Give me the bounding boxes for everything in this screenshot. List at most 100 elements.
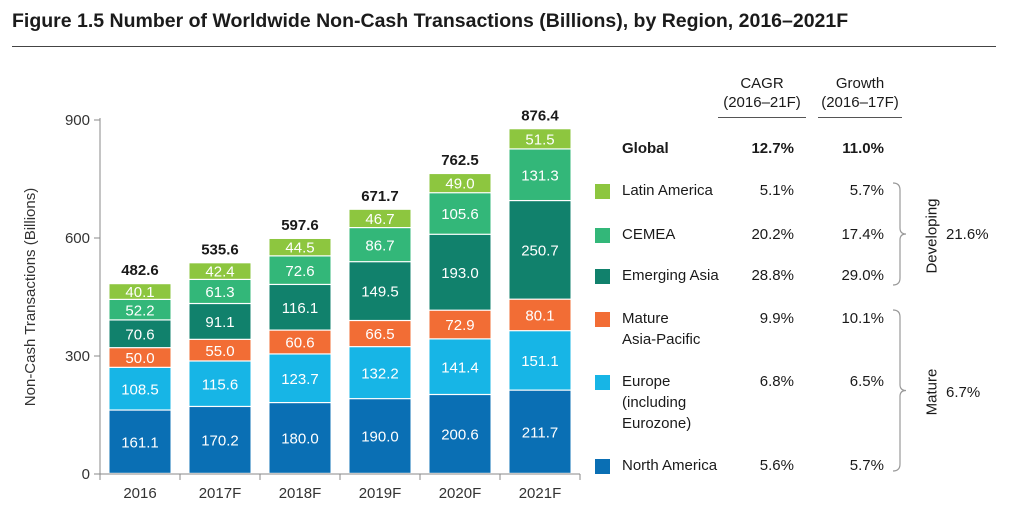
y-tick-label: 0	[82, 466, 90, 483]
bar-segment	[189, 280, 251, 303]
bar-segment	[269, 330, 331, 354]
data-label: 60.6	[285, 335, 314, 352]
cagr-value: 5.6%	[759, 457, 794, 474]
legend-swatch	[595, 459, 610, 474]
legend-label: Mature	[622, 310, 669, 327]
group-name-developing: Developing	[923, 198, 941, 274]
bar-segment	[109, 348, 171, 367]
bar-segment	[509, 331, 571, 390]
title-divider	[12, 46, 996, 47]
bar-segment	[509, 201, 571, 299]
group-bracket	[892, 309, 907, 472]
growth-header: (2016–17F)	[821, 94, 899, 111]
bar-segment	[349, 209, 411, 228]
data-label: 44.5	[285, 240, 314, 257]
x-tick-label: 2021F	[519, 485, 562, 502]
data-label: 149.5	[361, 284, 399, 301]
data-label: 200.6	[441, 427, 479, 444]
legend-label: (including	[622, 394, 687, 411]
total-label: 535.6	[201, 241, 239, 258]
growth-value: 10.1%	[841, 310, 884, 327]
y-tick-label: 600	[65, 230, 90, 247]
global-cagr: 12.7%	[751, 140, 794, 157]
y-axis-label: Non-Cash Transactions (Billions)	[22, 188, 39, 406]
y-tick-label: 900	[65, 112, 90, 129]
data-label: 49.0	[445, 176, 474, 193]
growth-value: 6.5%	[849, 373, 884, 390]
x-tick-label: 2020F	[439, 485, 482, 502]
data-label: 193.0	[441, 265, 479, 282]
data-label: 108.5	[121, 381, 159, 398]
cagr-value: 9.9%	[759, 310, 794, 327]
data-label: 115.6	[202, 376, 238, 393]
legend-label: Asia-Pacific	[622, 331, 701, 348]
data-label: 211.7	[522, 424, 558, 441]
x-tick-label: 2017F	[199, 485, 242, 502]
legend-swatch	[595, 375, 610, 390]
group-value-mature: 6.7%	[946, 384, 981, 401]
bar-segment	[429, 174, 491, 193]
bar-segment	[269, 256, 331, 284]
x-tick-label: 2018F	[279, 485, 322, 502]
bar-segment	[189, 304, 251, 339]
cagr-value: 5.1%	[759, 182, 794, 199]
data-label: 86.7	[365, 237, 394, 254]
legend-swatch	[595, 269, 610, 284]
bar-segment	[429, 193, 491, 234]
legend-label: Eurozone)	[622, 415, 692, 432]
bar-segment	[189, 361, 251, 406]
growth-value: 5.7%	[849, 182, 884, 199]
bar-segment	[349, 321, 411, 347]
x-tick-label: 2016	[123, 485, 156, 502]
bar-segment	[109, 299, 171, 320]
data-label: 40.1	[125, 284, 154, 301]
legend-swatch	[595, 312, 610, 327]
data-label: 66.5	[365, 326, 394, 343]
global-label: Global	[622, 140, 669, 157]
data-label: 123.7	[281, 371, 319, 388]
data-label: 50.0	[125, 350, 154, 367]
legend-label: Latin America	[622, 182, 713, 199]
data-label: 190.0	[361, 429, 399, 446]
y-tick-label: 300	[65, 348, 90, 365]
data-label: 80.1	[525, 308, 554, 325]
data-label: 51.5	[525, 131, 554, 148]
legend-swatch	[595, 228, 610, 243]
group-value-developing: 21.6%	[946, 226, 989, 243]
bar-segment	[349, 399, 411, 473]
legend-label: Emerging Asia	[622, 267, 719, 284]
total-label: 482.6	[121, 262, 159, 279]
data-label: 132.2	[361, 365, 399, 382]
bar-segment	[509, 299, 571, 331]
bar-segment	[509, 390, 571, 473]
bar-segment	[109, 410, 171, 473]
total-label: 762.5	[441, 152, 479, 169]
bar-segment	[109, 284, 171, 299]
bar-segment	[509, 129, 571, 149]
cagr-value: 20.2%	[751, 226, 794, 243]
data-label: 161.1	[121, 434, 159, 451]
data-label: 61.3	[205, 284, 234, 301]
bar-segment	[269, 285, 331, 330]
group-bracket	[892, 182, 907, 286]
total-label: 671.7	[361, 188, 399, 205]
data-label: 151.1	[521, 353, 559, 370]
data-label: 105.6	[441, 206, 479, 223]
data-label: 116.1	[282, 300, 318, 317]
legend-label: Europe	[622, 373, 671, 390]
bar-segment	[349, 347, 411, 399]
growth-value: 29.0%	[841, 267, 884, 284]
data-label: 180.0	[281, 431, 319, 448]
cagr-value: 28.8%	[751, 267, 794, 284]
global-growth: 11.0%	[842, 140, 884, 157]
cagr-header: (2016–21F)	[723, 94, 801, 111]
bar-segment	[269, 403, 331, 473]
data-label: 46.7	[365, 211, 394, 228]
data-label: 72.6	[285, 263, 314, 280]
bar-segment	[189, 407, 251, 473]
bar-segment	[109, 320, 171, 348]
bar-segment	[509, 149, 571, 200]
data-label: 72.9	[445, 317, 474, 334]
bar-segment	[429, 234, 491, 310]
